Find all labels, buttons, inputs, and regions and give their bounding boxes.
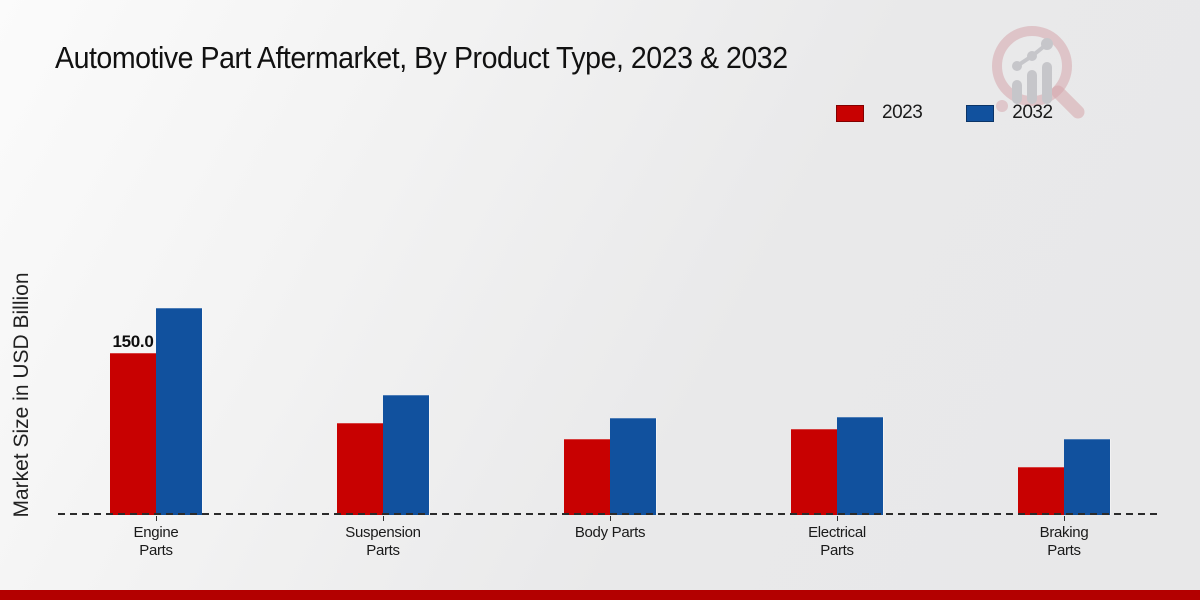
legend-label-2032: 2032 bbox=[1012, 102, 1053, 123]
magnifier-bar-chart-logo-icon bbox=[992, 26, 1085, 119]
x-axis-tick bbox=[383, 516, 384, 521]
bar-2023-braking-parts bbox=[1018, 467, 1064, 515]
x-axis-tick bbox=[156, 516, 157, 521]
x-axis-tick bbox=[1064, 516, 1065, 521]
x-axis-category-label: Braking Parts bbox=[1039, 524, 1089, 559]
legend-swatch-2023 bbox=[836, 104, 864, 122]
x-axis-category-label: Electrical Parts bbox=[808, 524, 866, 559]
x-axis-category-label: Suspension Parts bbox=[345, 524, 421, 559]
x-axis-line bbox=[58, 513, 1160, 515]
bar-2032-braking-parts bbox=[1064, 439, 1110, 515]
bar-2023-body-parts bbox=[564, 439, 610, 515]
bar-2032-electrical-parts bbox=[837, 416, 883, 515]
bar-value-label: 150.0 bbox=[112, 332, 154, 351]
bar-2023-electrical-parts bbox=[791, 428, 837, 515]
bar-2032-body-parts bbox=[610, 417, 656, 515]
bar-2023-suspension-parts bbox=[337, 423, 383, 515]
legend-item-2032: 2032 bbox=[966, 102, 1053, 124]
x-axis-category-label: Body Parts bbox=[574, 524, 646, 541]
x-axis-category-label: Engine Parts bbox=[133, 524, 179, 559]
legend-swatch-2032 bbox=[966, 104, 995, 122]
legend-label-2023: 2023 bbox=[882, 102, 923, 123]
chart-title: Automotive Part Aftermarket, By Product … bbox=[55, 40, 788, 75]
bar-2032-suspension-parts bbox=[383, 395, 429, 515]
x-axis-tick bbox=[837, 516, 838, 521]
legend-item-2023: 2023 bbox=[836, 102, 923, 124]
bar-2032-engine-parts bbox=[156, 307, 202, 515]
bar-2023-engine-parts bbox=[110, 353, 156, 515]
legend: 2023 2032 bbox=[836, 102, 1053, 124]
x-axis-tick bbox=[610, 516, 611, 521]
footer-accent-bar bbox=[0, 590, 1200, 600]
